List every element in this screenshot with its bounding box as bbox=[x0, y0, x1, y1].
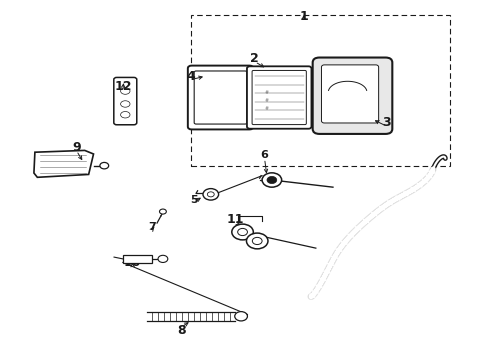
FancyBboxPatch shape bbox=[194, 71, 247, 124]
Text: 1: 1 bbox=[299, 10, 308, 23]
Text: 10: 10 bbox=[124, 256, 142, 269]
Circle shape bbox=[267, 176, 277, 184]
Circle shape bbox=[252, 237, 262, 244]
Circle shape bbox=[246, 233, 268, 249]
Text: 6: 6 bbox=[261, 150, 269, 160]
Bar bbox=[123, 255, 152, 263]
Text: 11: 11 bbox=[226, 213, 244, 226]
Circle shape bbox=[100, 162, 109, 169]
Circle shape bbox=[235, 312, 247, 321]
Text: 9: 9 bbox=[72, 141, 81, 154]
Circle shape bbox=[207, 192, 214, 197]
Text: #: # bbox=[265, 90, 269, 95]
Text: 3: 3 bbox=[382, 116, 391, 129]
Text: 4: 4 bbox=[187, 69, 196, 82]
FancyBboxPatch shape bbox=[114, 77, 137, 125]
Circle shape bbox=[232, 224, 253, 240]
Circle shape bbox=[203, 189, 219, 200]
FancyBboxPatch shape bbox=[188, 66, 253, 130]
Text: #: # bbox=[265, 98, 269, 103]
Circle shape bbox=[158, 255, 168, 262]
Circle shape bbox=[159, 209, 166, 214]
Ellipse shape bbox=[121, 112, 130, 118]
FancyBboxPatch shape bbox=[321, 65, 379, 123]
FancyBboxPatch shape bbox=[247, 66, 312, 129]
Text: #: # bbox=[265, 106, 269, 111]
Ellipse shape bbox=[121, 88, 130, 94]
Polygon shape bbox=[34, 150, 94, 177]
Circle shape bbox=[262, 173, 282, 187]
Bar bbox=[191, 15, 450, 166]
FancyBboxPatch shape bbox=[313, 58, 392, 134]
Text: 7: 7 bbox=[148, 222, 156, 231]
Ellipse shape bbox=[121, 101, 130, 107]
Text: 8: 8 bbox=[177, 324, 186, 337]
Circle shape bbox=[238, 228, 247, 235]
Text: 2: 2 bbox=[250, 51, 259, 64]
FancyBboxPatch shape bbox=[252, 71, 306, 125]
Text: 12: 12 bbox=[114, 80, 132, 93]
Text: 5: 5 bbox=[190, 195, 197, 205]
